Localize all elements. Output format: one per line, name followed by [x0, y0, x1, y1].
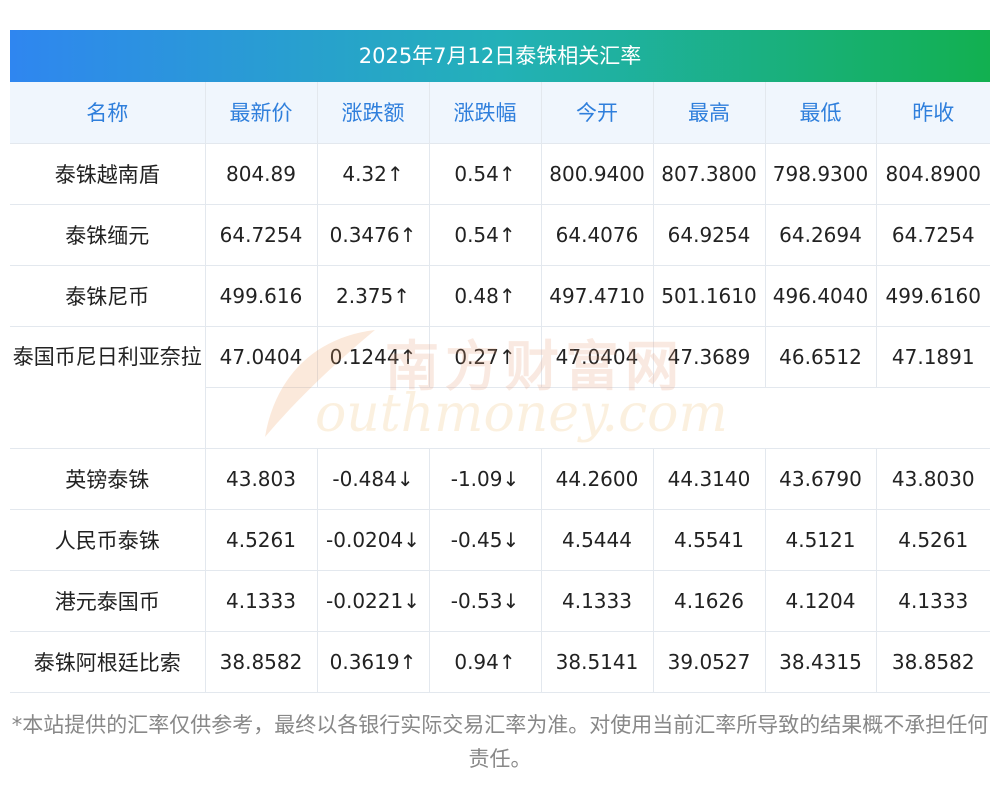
cell-high: 39.0527 [653, 631, 766, 693]
cell-latest: 499.616 [205, 265, 318, 327]
cell-change: -0.0221↓ [317, 570, 430, 632]
table-row: 泰铢越南盾 804.89 4.32↑ 0.54↑ 800.9400 807.3800 798… [10, 143, 990, 205]
cell-prev-close: 43.8030 [876, 448, 990, 510]
cell-open: 47.0404 [541, 326, 654, 388]
cell-name: 英镑泰铢 [10, 448, 206, 510]
cell-low: 4.1204 [765, 570, 877, 632]
cell-name: 泰铢缅元 [10, 204, 206, 266]
table-row: 人民币泰铢 4.5261 -0.0204↓ -0.45↓ 4.5444 4.5541 4.5… [10, 509, 990, 571]
header-latest: 最新价 [205, 82, 318, 144]
cell-low: 38.4315 [765, 631, 877, 693]
cell-name: 人民币泰铢 [10, 509, 206, 571]
header-prev-close: 昨收 [876, 82, 990, 144]
header-name: 名称 [10, 82, 206, 144]
cell-latest: 38.8582 [205, 631, 318, 693]
header-high: 最高 [653, 82, 766, 144]
cell-open: 44.2600 [541, 448, 654, 510]
cell-change-pct: 0.27↑ [429, 326, 542, 388]
cell-open: 38.5141 [541, 631, 654, 693]
cell-prev-close: 4.5261 [876, 509, 990, 571]
cell-change-pct: 0.94↑ [429, 631, 542, 693]
cell-low: 798.9300 [765, 143, 877, 205]
cell-change: -0.0204↓ [317, 509, 430, 571]
cell-open: 64.4076 [541, 204, 654, 266]
header-low: 最低 [765, 82, 877, 144]
table-header-row: 名称 最新价 涨跌额 涨跌幅 今开 最高 最低 昨收 [10, 82, 990, 144]
cell-high: 501.1610 [653, 265, 766, 327]
cell-latest: 47.0404 [205, 326, 318, 388]
cell-name: 泰铢越南盾 [10, 143, 206, 205]
cell-change-pct: 0.48↑ [429, 265, 542, 327]
cell-change: 0.1244↑ [317, 326, 430, 388]
cell-latest: 804.89 [205, 143, 318, 205]
cell-prev-close: 38.8582 [876, 631, 990, 693]
cell-change: 4.32↑ [317, 143, 430, 205]
blank-cell [205, 387, 990, 449]
cell-high: 47.3689 [653, 326, 766, 388]
exchange-rate-table: 名称 最新价 涨跌额 涨跌幅 今开 最高 最低 昨收 泰铢越南盾 804.89 4.… [10, 82, 990, 693]
cell-high: 64.9254 [653, 204, 766, 266]
cell-change-pct: 0.54↑ [429, 204, 542, 266]
cell-change: 0.3619↑ [317, 631, 430, 693]
cell-low: 64.2694 [765, 204, 877, 266]
header-change: 涨跌额 [317, 82, 430, 144]
cell-latest: 64.7254 [205, 204, 318, 266]
cell-prev-close: 47.1891 [876, 326, 990, 388]
table-row: 泰铢阿根廷比索 38.8582 0.3619↑ 0.94↑ 38.5141 39.0527… [10, 631, 990, 693]
cell-change: -0.484↓ [317, 448, 430, 510]
disclaimer-footnote: *本站提供的汇率仅供参考，最终以各银行实际交易汇率为准。对使用当前汇率所导致的结… [11, 713, 989, 771]
header-open: 今开 [541, 82, 654, 144]
cell-open: 4.1333 [541, 570, 654, 632]
cell-name: 泰铢尼币 [10, 265, 206, 327]
cell-open: 4.5444 [541, 509, 654, 571]
cell-latest: 4.5261 [205, 509, 318, 571]
table-row: 英镑泰铢 43.803 -0.484↓ -1.09↓ 44.2600 44.3140 43.… [10, 448, 990, 510]
table-row-continuation [10, 387, 990, 449]
cell-low: 43.6790 [765, 448, 877, 510]
cell-change: 2.375↑ [317, 265, 430, 327]
table-title: 2025年7月12日泰铢相关汇率 [10, 30, 990, 82]
cell-change-pct: -1.09↓ [429, 448, 542, 510]
cell-open: 497.4710 [541, 265, 654, 327]
table-row: 泰铢尼币 499.616 2.375↑ 0.48↑ 497.4710 501.1610 49… [10, 265, 990, 327]
table-row: 港元泰国币 4.1333 -0.0221↓ -0.53↓ 4.1333 4.1626 4.1… [10, 570, 990, 632]
cell-prev-close: 499.6160 [876, 265, 990, 327]
cell-name: 港元泰国币 [10, 570, 206, 632]
header-change-pct: 涨跌幅 [429, 82, 542, 144]
cell-prev-close: 804.8900 [876, 143, 990, 205]
cell-change-pct: -0.45↓ [429, 509, 542, 571]
cell-latest: 4.1333 [205, 570, 318, 632]
cell-prev-close: 4.1333 [876, 570, 990, 632]
cell-change: 0.3476↑ [317, 204, 430, 266]
cell-prev-close: 64.7254 [876, 204, 990, 266]
cell-high: 4.5541 [653, 509, 766, 571]
cell-change-pct: -0.53↓ [429, 570, 542, 632]
cell-name: 泰铢阿根廷比索 [10, 631, 206, 693]
cell-low: 4.5121 [765, 509, 877, 571]
cell-high: 807.3800 [653, 143, 766, 205]
table-row: 泰铢缅元 64.7254 0.3476↑ 0.54↑ 64.4076 64.9254 64.… [10, 204, 990, 266]
cell-change-pct: 0.54↑ [429, 143, 542, 205]
cell-low: 46.6512 [765, 326, 877, 388]
cell-high: 44.3140 [653, 448, 766, 510]
cell-name: 泰国币尼日利亚奈拉 [10, 326, 206, 449]
cell-low: 496.4040 [765, 265, 877, 327]
table-row: 泰国币尼日利亚奈拉 47.0404 0.1244↑ 0.27↑ 47.0404 47.36… [10, 326, 990, 449]
cell-high: 4.1626 [653, 570, 766, 632]
cell-latest: 43.803 [205, 448, 318, 510]
cell-open: 800.9400 [541, 143, 654, 205]
